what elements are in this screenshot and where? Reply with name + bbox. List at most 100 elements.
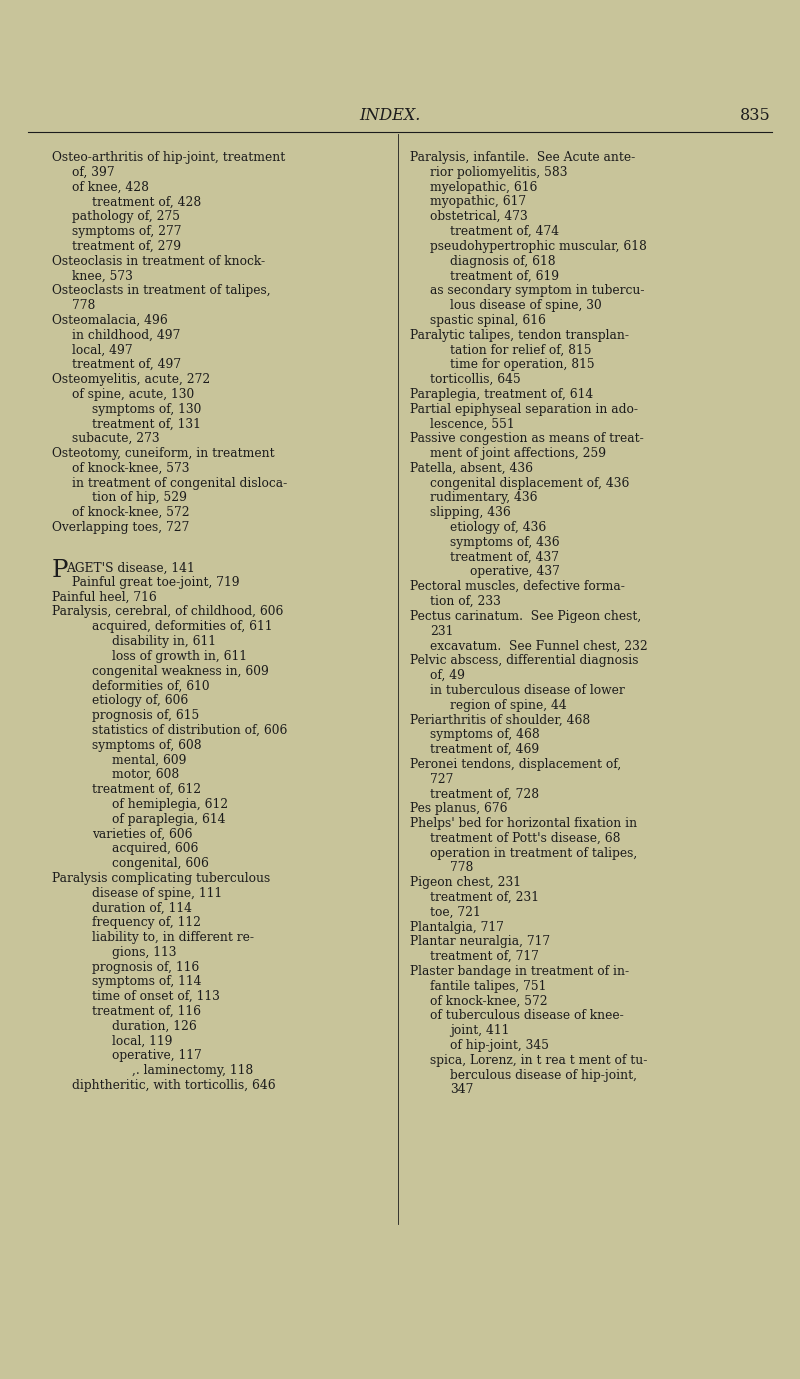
Text: Phelps' bed for horizontal fixation in: Phelps' bed for horizontal fixation in [410,816,637,830]
Text: Osteomalacia, 496: Osteomalacia, 496 [52,314,168,327]
Text: knee, 573: knee, 573 [72,269,133,283]
Text: statistics of distribution of, 606: statistics of distribution of, 606 [92,724,287,736]
Text: congenital displacement of, 436: congenital displacement of, 436 [430,477,630,490]
Text: congenital, 606: congenital, 606 [112,856,209,870]
Text: myopathic, 617: myopathic, 617 [430,196,526,208]
Text: spica, Lorenz, in t rea t ment of tu-: spica, Lorenz, in t rea t ment of tu- [430,1054,647,1067]
Text: tation for relief of, 815: tation for relief of, 815 [450,343,591,356]
Text: fantile talipes, 751: fantile talipes, 751 [430,980,546,993]
Text: of knock-knee, 572: of knock-knee, 572 [72,506,190,520]
Text: symptoms of, 114: symptoms of, 114 [92,975,202,989]
Text: as secondary symptom in tubercu-: as secondary symptom in tubercu- [430,284,645,298]
Text: of knock-knee, 573: of knock-knee, 573 [72,462,190,474]
Text: treatment of, 728: treatment of, 728 [430,787,539,800]
Text: treatment of, 131: treatment of, 131 [92,418,201,430]
Text: Overlapping toes, 727: Overlapping toes, 727 [52,521,190,534]
Text: in tuberculous disease of lower: in tuberculous disease of lower [430,684,625,696]
Text: symptoms of, 608: symptoms of, 608 [92,739,202,752]
Text: time of onset of, 113: time of onset of, 113 [92,990,220,1003]
Text: Osteoclasis in treatment of knock-: Osteoclasis in treatment of knock- [52,255,265,268]
Text: Paralysis, cerebral, of childhood, 606: Paralysis, cerebral, of childhood, 606 [52,605,283,618]
Text: joint, 411: joint, 411 [450,1025,510,1037]
Text: etiology of, 606: etiology of, 606 [92,694,188,707]
Text: treatment of, 717: treatment of, 717 [430,950,539,963]
Text: ment of joint affections, 259: ment of joint affections, 259 [430,447,606,461]
Text: region of spine, 44: region of spine, 44 [450,699,566,712]
Text: liability to, in different re-: liability to, in different re- [92,931,254,945]
Text: local, 497: local, 497 [72,343,133,356]
Text: frequency of, 112: frequency of, 112 [92,916,201,929]
Text: Partial epiphyseal separation in ado-: Partial epiphyseal separation in ado- [410,403,638,415]
Text: Paralytic talipes, tendon transplan-: Paralytic talipes, tendon transplan- [410,328,629,342]
Text: of spine, acute, 130: of spine, acute, 130 [72,387,194,401]
Text: Plaster bandage in treatment of in-: Plaster bandage in treatment of in- [410,965,629,978]
Text: Patella, absent, 436: Patella, absent, 436 [410,462,533,474]
Text: motor, 608: motor, 608 [112,768,179,781]
Text: spastic spinal, 616: spastic spinal, 616 [430,314,546,327]
Text: Pes planus, 676: Pes planus, 676 [410,803,507,815]
Text: prognosis of, 615: prognosis of, 615 [92,709,199,723]
Text: Plantar neuralgia, 717: Plantar neuralgia, 717 [410,935,550,949]
Text: rior poliomyelitis, 583: rior poliomyelitis, 583 [430,165,567,179]
Text: 835: 835 [740,106,770,124]
Text: symptoms of, 436: symptoms of, 436 [450,536,560,549]
Text: diagnosis of, 618: diagnosis of, 618 [450,255,556,268]
Text: symptoms of, 130: symptoms of, 130 [92,403,202,415]
Text: INDEX.: INDEX. [359,106,421,124]
Text: duration, 126: duration, 126 [112,1019,197,1033]
Text: acquired, 606: acquired, 606 [112,843,198,855]
Text: prognosis of, 116: prognosis of, 116 [92,961,199,974]
Text: berculous disease of hip-joint,: berculous disease of hip-joint, [450,1069,637,1081]
Text: Pigeon chest, 231: Pigeon chest, 231 [410,876,521,889]
Text: treatment of, 116: treatment of, 116 [92,1005,201,1018]
Text: Pectoral muscles, defective forma-: Pectoral muscles, defective forma- [410,581,625,593]
Text: symptoms of, 468: symptoms of, 468 [430,728,540,741]
Text: treatment of Pott's disease, 68: treatment of Pott's disease, 68 [430,832,621,845]
Text: loss of growth in, 611: loss of growth in, 611 [112,650,247,663]
Text: obstetrical, 473: obstetrical, 473 [430,210,528,223]
Text: gions, 113: gions, 113 [112,946,177,958]
Text: rudimentary, 436: rudimentary, 436 [430,491,538,505]
Text: tion of, 233: tion of, 233 [430,594,501,608]
Text: slipping, 436: slipping, 436 [430,506,510,520]
Text: Paralysis, infantile.  See Acute ante-: Paralysis, infantile. See Acute ante- [410,150,635,164]
Text: treatment of, 428: treatment of, 428 [92,196,202,208]
Text: treatment of, 469: treatment of, 469 [430,743,539,756]
Text: 727: 727 [430,772,454,786]
Text: treatment of, 497: treatment of, 497 [72,359,181,371]
Text: disease of spine, 111: disease of spine, 111 [92,887,222,899]
Text: myelopathic, 616: myelopathic, 616 [430,181,538,193]
Text: torticollis, 645: torticollis, 645 [430,372,521,386]
Text: time for operation, 815: time for operation, 815 [450,359,594,371]
Text: treatment of, 612: treatment of, 612 [92,783,201,796]
Text: Painful heel, 716: Painful heel, 716 [52,590,157,604]
Text: of knee, 428: of knee, 428 [72,181,149,193]
Text: treatment of, 474: treatment of, 474 [450,225,559,239]
Text: acquired, deformities of, 611: acquired, deformities of, 611 [92,621,273,633]
Text: lescence, 551: lescence, 551 [430,418,514,430]
Text: pathology of, 275: pathology of, 275 [72,210,180,223]
Text: diphtheritic, with torticollis, 646: diphtheritic, with torticollis, 646 [72,1078,276,1092]
Text: Osteomyelitis, acute, 272: Osteomyelitis, acute, 272 [52,372,210,386]
Text: pseudohypertrophic muscular, 618: pseudohypertrophic muscular, 618 [430,240,647,252]
Text: disability in, 611: disability in, 611 [112,634,216,648]
Text: in childhood, 497: in childhood, 497 [72,328,180,342]
Text: toe, 721: toe, 721 [430,906,481,918]
Text: operation in treatment of talipes,: operation in treatment of talipes, [430,847,638,859]
Text: ,. laminectomy, 118: ,. laminectomy, 118 [132,1065,254,1077]
Text: P: P [52,558,69,582]
Text: Pectus carinatum.  See Pigeon chest,: Pectus carinatum. See Pigeon chest, [410,610,642,623]
Text: varieties of, 606: varieties of, 606 [92,827,193,840]
Text: operative, 117: operative, 117 [112,1049,202,1062]
Text: in treatment of congenital disloca-: in treatment of congenital disloca- [72,477,287,490]
Text: Osteotomy, cuneiform, in treatment: Osteotomy, cuneiform, in treatment [52,447,274,461]
Text: local, 119: local, 119 [112,1034,173,1048]
Text: Periarthritis of shoulder, 468: Periarthritis of shoulder, 468 [410,713,590,727]
Text: treatment of, 437: treatment of, 437 [450,550,559,564]
Text: Osteo-arthritis of hip-joint, treatment: Osteo-arthritis of hip-joint, treatment [52,150,286,164]
Text: Plantalgia, 717: Plantalgia, 717 [410,921,504,934]
Text: etiology of, 436: etiology of, 436 [450,521,546,534]
Text: of knock-knee, 572: of knock-knee, 572 [430,994,548,1008]
Text: treatment of, 279: treatment of, 279 [72,240,181,252]
Text: of, 397: of, 397 [72,165,114,179]
